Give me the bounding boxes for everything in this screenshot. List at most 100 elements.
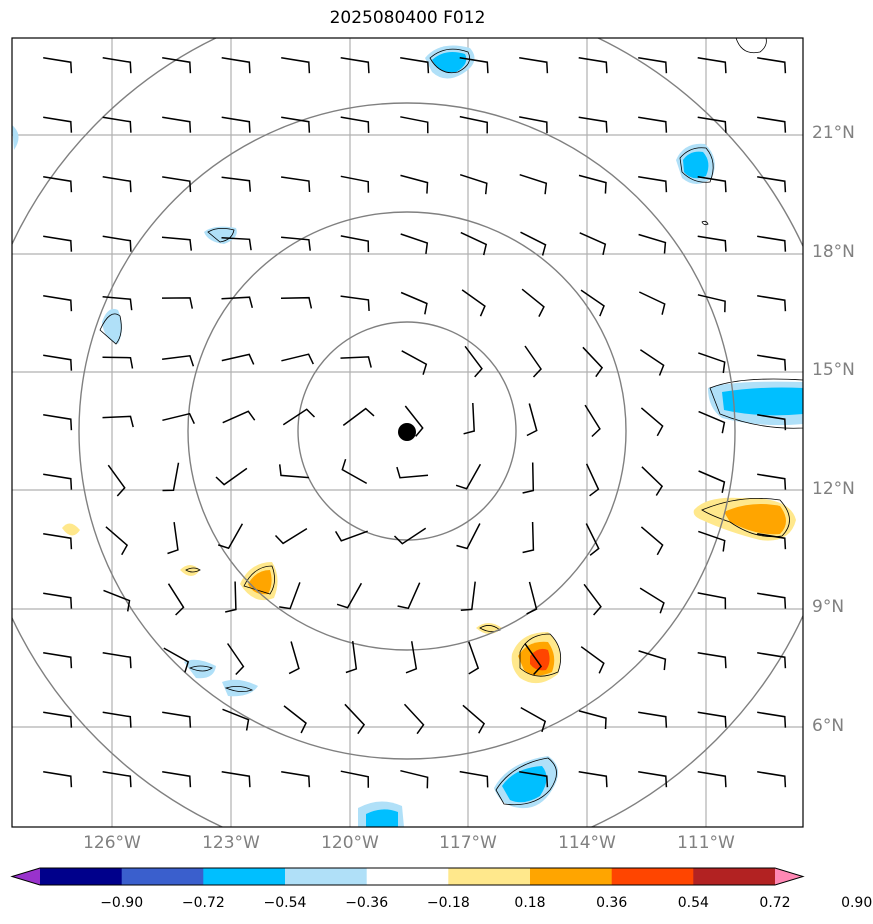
colorbar-extend-min [12,868,40,885]
wind-barb [400,233,429,254]
range-rings [12,38,803,827]
wind-barb [519,57,549,74]
wind-barb [162,412,195,425]
wind-barb [102,356,134,369]
wind-barb [161,297,194,309]
wind-barb [225,581,237,613]
wind-barb [221,57,251,74]
wind-barb [102,415,134,428]
wind-barb [288,641,300,675]
wind-barb [697,294,726,313]
colorbar-bin [611,868,694,885]
wind-barb [697,711,727,728]
wind-barb [578,771,608,788]
wind-barb [400,769,429,789]
wind-barb [757,711,787,728]
colorbar-tick-label: 0.90 [841,895,873,911]
map-title: 2025080400 F012 [329,8,486,28]
wind-barb [281,771,311,788]
wind-barb [217,523,244,550]
wind-barb [162,176,192,193]
wind-barb [393,527,427,545]
wind-barb [697,176,727,193]
colorbar-tick-label: −0.36 [345,895,389,911]
wind-barb [342,407,375,426]
wind-barb [344,703,366,735]
wind-barb [639,587,665,614]
wind-barb [460,581,476,612]
wind-barb [43,116,73,133]
wind-barb [640,526,664,556]
wind-barb [43,354,73,371]
wind-barb [43,57,73,74]
colorbar-bin [40,868,123,885]
lon-label-126w: 126°W [83,833,141,853]
wind-barb [281,236,311,251]
wind-barb [698,410,726,434]
lat-label-18n: 18°N [812,242,855,262]
wind-barb [757,57,787,74]
wind-barb [43,295,73,312]
wind-barb [167,583,185,616]
wind-barb [222,410,256,424]
wind-barb [697,771,727,788]
wind-barb [102,116,132,133]
wind-barb [162,116,192,133]
wind-barb [698,530,726,552]
colorbar-outline [10,867,805,886]
wind-barb [162,354,195,367]
wind-barb [526,581,538,615]
wind-barb [162,462,180,492]
wind-barb [459,770,489,788]
wind-barb [280,296,313,309]
wind-barb [638,233,667,254]
wind-barb [102,711,132,728]
wind-barb [162,711,192,728]
wind-barb [340,57,370,74]
wind-barb [585,523,600,556]
wind-barb [578,57,608,74]
wind-barb [520,706,547,733]
wind-barb [522,462,535,494]
wind-barb [43,652,73,669]
wind-barb [161,236,193,251]
wind-barb [396,466,429,479]
colorbar-tick-label: −0.18 [426,895,470,911]
wind-barb [519,173,548,195]
wind-barb [400,57,430,74]
lat-label-12n: 12°N [812,479,855,499]
wind-barb [400,174,429,194]
wind-barb [459,173,488,195]
lat-label-9n: 9°N [812,597,845,617]
colorbar-bin [285,868,368,885]
wind-barb [340,175,370,193]
wind-barb [456,523,481,550]
lon-label-120w: 120°W [321,833,379,853]
lat-label-6n: 6°N [812,716,845,736]
wind-barb [283,705,307,734]
wind-barb [105,526,129,556]
wind-barb [107,464,126,497]
wind-barb [43,592,73,609]
lat-label-15n: 15°N [812,360,855,380]
wind-barb [697,116,727,133]
wind-barb [519,116,548,134]
wind-barb [281,353,314,365]
wind-barb [580,289,605,317]
wind-barb [163,647,190,673]
wind-barb [167,521,179,555]
wind-barb [519,771,549,788]
wind-barb [400,116,429,134]
wind-barb [43,711,73,728]
wind-barb [757,771,787,788]
wind-barb [461,289,486,317]
wind-barb [43,473,73,490]
wind-barb [221,176,252,192]
wind-barb [400,291,428,315]
wind-barb [102,771,132,788]
wind-barb [459,115,488,134]
wind-barb [341,458,368,485]
wind-barb [162,57,192,74]
colorbar-bin [448,868,531,885]
